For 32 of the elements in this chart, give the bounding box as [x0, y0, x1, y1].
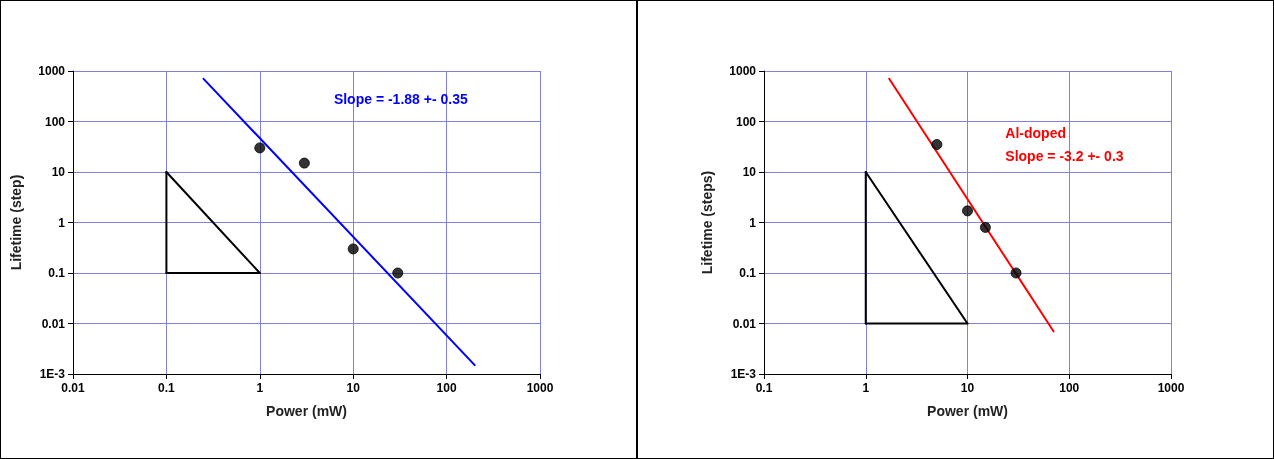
- y-tick-label: 0.1: [48, 266, 66, 280]
- x-tick-label: 100: [436, 381, 457, 395]
- y-tick-label: 100: [44, 114, 66, 129]
- y-tick-label: 1000: [729, 64, 757, 78]
- x-tick-label: 1: [862, 381, 870, 395]
- x-tick-label: 10: [960, 381, 975, 395]
- y-tick-label: 0.1: [739, 266, 757, 280]
- annotation: Al-doped: [1005, 125, 1066, 141]
- x-tick-label: 0.01: [61, 381, 85, 395]
- annotation: Slope = -1.88 +- 0.35: [333, 91, 468, 107]
- y-tick-label: 100: [735, 114, 757, 129]
- y-tick-label: 0.01: [732, 316, 757, 331]
- x-tick-label: 0.1: [158, 381, 176, 395]
- annotation: Slope = -3.2 +- 0.3: [1005, 148, 1124, 164]
- x-tick-label: 1000: [526, 381, 554, 395]
- x-tick-label: 0.1: [755, 381, 773, 395]
- x-tick-label: 10: [346, 381, 361, 395]
- x-tick-label: 1: [256, 381, 264, 395]
- y-tick-label: 0.01: [41, 316, 66, 331]
- y-tick-label: 1: [58, 215, 66, 230]
- y-axis-title: Lifetime (step): [8, 174, 24, 271]
- y-tick-label: 10: [742, 165, 757, 179]
- x-axis-title: Power (mW): [927, 403, 1008, 419]
- x-tick-label: 100: [1059, 381, 1080, 395]
- y-tick-label: 1: [749, 215, 757, 230]
- y-tick-label: 1E-3: [39, 367, 66, 381]
- x-tick-label: 1000: [1157, 381, 1185, 395]
- y-tick-label: 1E-3: [730, 367, 757, 381]
- x-axis-title: Power (mW): [266, 403, 347, 419]
- y-tick-label: 1000: [38, 64, 66, 78]
- y-axis-title: Lifetime (steps): [699, 170, 715, 275]
- y-tick-label: 10: [51, 165, 66, 179]
